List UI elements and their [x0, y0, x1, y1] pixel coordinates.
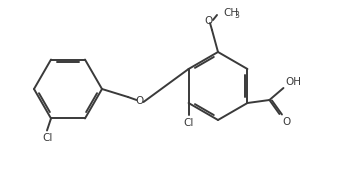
Text: Cl: Cl — [183, 118, 194, 128]
Text: O: O — [205, 16, 213, 26]
Text: O: O — [136, 96, 144, 106]
Text: Cl: Cl — [43, 133, 53, 143]
Text: CH: CH — [223, 8, 238, 18]
Text: OH: OH — [285, 77, 301, 87]
Text: O: O — [282, 117, 291, 127]
Text: 3: 3 — [235, 11, 239, 19]
